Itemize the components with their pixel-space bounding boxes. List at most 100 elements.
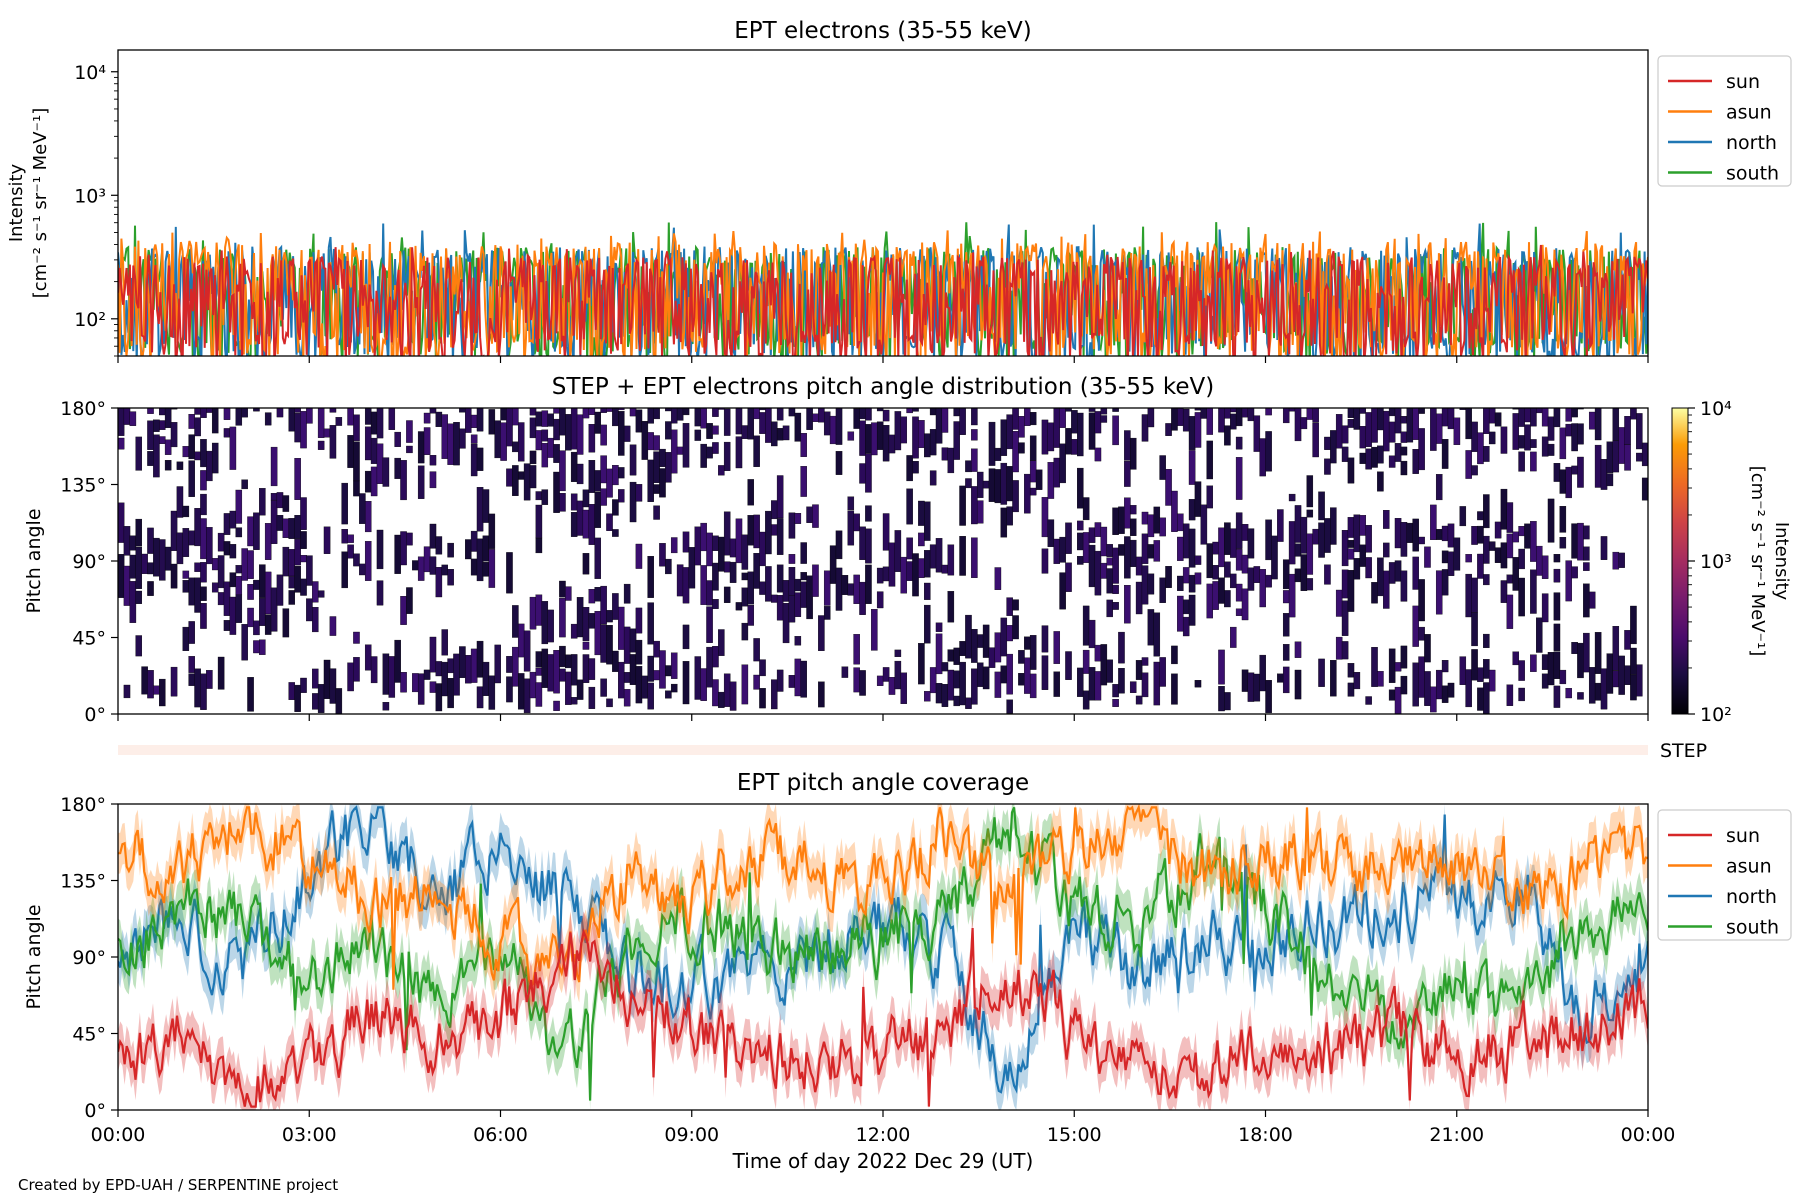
heatmap-cell xyxy=(1253,566,1261,583)
heatmap-cell xyxy=(1541,436,1549,457)
heatmap-cell xyxy=(1171,490,1178,532)
heatmap-cell xyxy=(1318,491,1325,521)
heatmap-cell xyxy=(612,650,619,672)
heatmap-cell xyxy=(182,505,190,518)
heatmap-cell xyxy=(123,526,131,556)
heatmap-cell xyxy=(676,446,684,455)
x-tick-label: 15:00 xyxy=(1047,1124,1102,1146)
heatmap-cell xyxy=(1041,419,1049,455)
heatmap-cell xyxy=(841,575,849,595)
heatmap-cell xyxy=(706,580,713,606)
heatmap-cell xyxy=(1447,682,1455,698)
heatmap-cell xyxy=(547,437,554,458)
heatmap-cell xyxy=(623,672,631,683)
heatmap-cell xyxy=(1218,686,1225,712)
heatmap-cell xyxy=(1541,408,1549,427)
heatmap-cell xyxy=(159,420,166,430)
heatmap-cell xyxy=(153,537,160,577)
heatmap-cell xyxy=(1394,686,1402,714)
heatmap-cell xyxy=(1341,569,1349,599)
heatmap-cell xyxy=(1577,692,1584,700)
heatmap-cell xyxy=(1088,619,1096,649)
heatmap-cell xyxy=(594,491,602,528)
heatmap-cell xyxy=(1282,590,1290,604)
heatmap-cell xyxy=(1465,408,1472,440)
heatmap-cell xyxy=(206,527,213,565)
heatmap-cell xyxy=(1494,521,1502,539)
heatmap-cell xyxy=(1530,439,1537,448)
heatmap-cell xyxy=(1194,572,1202,585)
heatmap-cell xyxy=(276,574,284,606)
heatmap-cell xyxy=(417,465,425,499)
heatmap-cell xyxy=(1177,575,1184,591)
heatmap-cell xyxy=(118,408,125,436)
heatmap-cell xyxy=(1147,408,1155,428)
heatmap-cell xyxy=(300,555,307,563)
heatmap-cell xyxy=(1230,528,1237,558)
heatmap-cell xyxy=(594,470,602,492)
heatmap-cell xyxy=(924,582,931,600)
heatmap-cell xyxy=(582,408,590,419)
heatmap-cell xyxy=(223,581,231,616)
heatmap-cell xyxy=(982,624,990,658)
heatmap-cell xyxy=(1294,669,1302,700)
heatmap-cell xyxy=(1306,408,1314,420)
heatmap-cell xyxy=(1583,546,1590,561)
heatmap-cell xyxy=(741,425,749,439)
heatmap-cell xyxy=(1024,657,1031,694)
heatmap-cell xyxy=(1024,408,1031,426)
heatmap-cell xyxy=(865,528,872,564)
heatmap-cell xyxy=(400,672,407,693)
heatmap-cell xyxy=(1594,632,1602,674)
heatmap-cell xyxy=(1053,408,1061,448)
heatmap-cell xyxy=(741,622,749,641)
heatmap-cell xyxy=(300,531,307,549)
heatmap-cell xyxy=(1424,634,1431,663)
heatmap-cell xyxy=(341,551,348,589)
heatmap-cell xyxy=(741,534,749,570)
heatmap-cell xyxy=(282,518,290,538)
panel1-y-axis: 10² 10³ 10⁴ xyxy=(74,62,118,357)
heatmap-cell xyxy=(1306,578,1314,591)
heatmap-cell xyxy=(1371,446,1378,468)
heatmap-cell xyxy=(924,550,931,578)
heatmap-cell xyxy=(1012,408,1019,430)
heatmap-cell xyxy=(253,620,260,636)
heatmap-cell xyxy=(1606,473,1614,487)
heatmap-cell xyxy=(623,689,631,707)
heatmap-cell xyxy=(576,597,584,638)
heatmap-cell xyxy=(735,436,743,469)
heatmap-cell xyxy=(1141,414,1149,442)
heatmap-cell xyxy=(394,639,401,683)
heatmap-cell xyxy=(1400,675,1408,695)
heatmap-cell xyxy=(1282,613,1290,637)
heatmap-cell xyxy=(1141,657,1149,666)
heatmap-cell xyxy=(506,552,513,594)
heatmap-cell xyxy=(1000,617,1008,657)
heatmap-cell xyxy=(1141,672,1149,698)
heatmap-cell xyxy=(1618,655,1625,695)
heatmap-cell xyxy=(959,536,966,576)
heatmap-cell xyxy=(971,429,978,441)
heatmap-cell xyxy=(947,544,955,576)
heatmap-cell xyxy=(1418,579,1425,622)
heatmap-cell xyxy=(1618,552,1625,568)
heatmap-cell xyxy=(1377,445,1384,464)
heatmap-cell xyxy=(606,513,613,531)
heatmap-cell xyxy=(1400,416,1408,424)
heatmap-cell xyxy=(1129,437,1137,470)
heatmap-cell xyxy=(559,408,566,436)
heatmap-cell xyxy=(1029,635,1037,670)
heatmap-cell xyxy=(1282,408,1290,424)
heatmap-cell xyxy=(235,565,243,574)
heatmap-cell xyxy=(1082,605,1090,646)
heatmap-cell xyxy=(247,677,254,712)
heatmap-cell xyxy=(612,529,619,537)
heatmap-cell xyxy=(164,439,172,455)
heatmap-cell xyxy=(794,636,802,646)
heatmap-cell xyxy=(1029,435,1037,461)
heatmap-cell xyxy=(776,428,784,441)
heatmap-cell xyxy=(182,528,190,557)
heatmap-cell xyxy=(306,598,313,622)
heatmap-cell xyxy=(1500,488,1508,530)
